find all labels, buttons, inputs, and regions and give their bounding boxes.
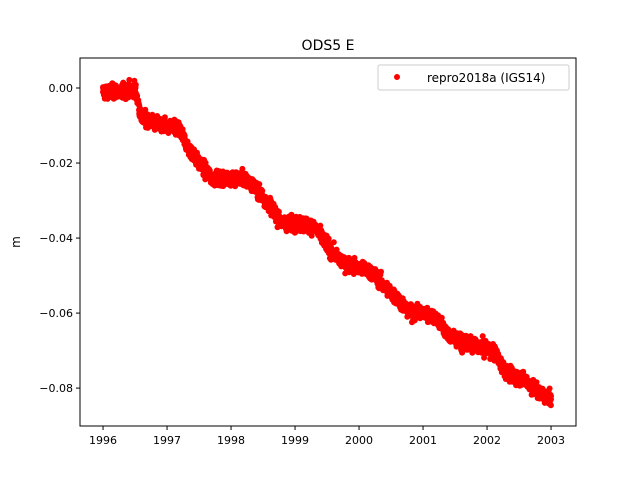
trend-point xyxy=(458,340,465,347)
chart-title: ODS5 E xyxy=(302,38,355,54)
data-point xyxy=(142,106,149,113)
trend-point xyxy=(503,370,510,377)
trend-point xyxy=(183,141,190,148)
y-tick-label: −0.04 xyxy=(39,232,73,245)
trend-point xyxy=(420,310,426,317)
trend-point xyxy=(548,396,554,403)
y-axis: 0.00 −0.02 −0.04 −0.06 −0.08 xyxy=(39,82,80,395)
data-point xyxy=(256,181,263,188)
data-point xyxy=(308,232,315,239)
trend-point xyxy=(490,347,497,354)
trend-point xyxy=(535,388,542,395)
data-point xyxy=(330,239,337,246)
x-tick-label: 2000 xyxy=(345,434,373,447)
trend-point xyxy=(311,223,318,230)
trend-point xyxy=(240,175,247,181)
data-point xyxy=(317,222,324,229)
y-tick-label: 0.00 xyxy=(49,82,74,95)
trend-point xyxy=(100,88,106,95)
trend-point xyxy=(336,257,343,264)
data-point xyxy=(533,379,540,386)
y-tick-label: −0.06 xyxy=(39,307,73,320)
trend-point xyxy=(196,160,202,166)
trend-point xyxy=(119,88,126,95)
trend-point xyxy=(381,283,388,290)
legend-marker xyxy=(394,74,400,80)
trend-point xyxy=(356,265,362,272)
data-point xyxy=(126,76,133,83)
x-axis: 1996 1997 1998 1999 2000 2001 2002 2003 xyxy=(89,426,565,447)
trend-point xyxy=(228,175,234,181)
trend-point xyxy=(445,332,452,339)
x-tick-label: 1996 xyxy=(89,434,117,447)
data-point xyxy=(547,402,554,409)
trend-point xyxy=(132,85,138,91)
legend: repro2018a (IGS14) xyxy=(377,64,570,91)
trend-point xyxy=(253,186,260,193)
trend-point xyxy=(176,126,183,133)
x-tick-label: 2002 xyxy=(473,434,501,447)
x-tick-label: 1999 xyxy=(281,434,309,447)
data-point xyxy=(161,114,168,121)
trend-point xyxy=(157,122,164,129)
trend-point xyxy=(324,242,330,249)
x-tick-label: 1997 xyxy=(153,434,181,447)
trend-point xyxy=(266,201,273,208)
trend-point xyxy=(208,175,215,181)
trend-point xyxy=(407,310,414,317)
trend-point xyxy=(432,313,439,320)
data-point xyxy=(479,333,486,340)
x-tick-label: 2003 xyxy=(537,434,565,447)
data-point xyxy=(438,314,445,321)
y-tick-label: −0.08 xyxy=(39,382,73,395)
y-axis-label: m xyxy=(9,236,23,248)
data-points xyxy=(100,76,554,409)
trend-point xyxy=(279,220,286,227)
trend-point xyxy=(138,115,145,121)
data-point xyxy=(259,187,266,194)
y-tick-label: −0.02 xyxy=(39,157,73,170)
trend-point xyxy=(522,377,529,384)
plot-frame xyxy=(79,57,577,427)
legend-box xyxy=(377,64,570,91)
data-point xyxy=(546,385,553,392)
trend-point xyxy=(477,343,484,350)
data-point xyxy=(325,235,332,242)
data-point xyxy=(202,159,209,166)
x-tick-label: 2001 xyxy=(409,434,437,447)
x-tick-label: 1998 xyxy=(217,434,245,447)
trend-point xyxy=(368,268,375,275)
data-point xyxy=(481,354,488,361)
legend-label: repro2018a (IGS14) xyxy=(427,71,545,85)
trend-point xyxy=(292,220,298,227)
trend-point xyxy=(394,295,401,302)
data-point xyxy=(239,165,246,172)
data-point xyxy=(378,268,384,275)
